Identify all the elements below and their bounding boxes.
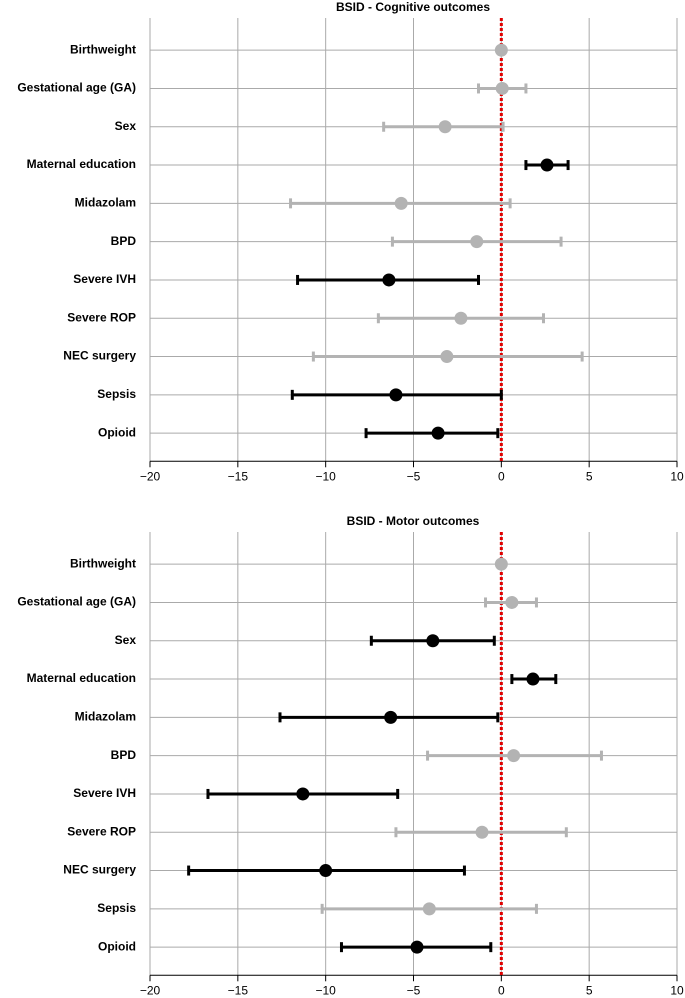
category-label: Severe ROP [67, 824, 136, 838]
point-estimate [389, 388, 403, 402]
category-label: Sex [115, 119, 137, 133]
point-estimate [507, 749, 521, 763]
category-label: Severe IVH [73, 786, 136, 800]
x-tick-label: 5 [586, 983, 593, 997]
point-estimate [505, 595, 519, 609]
point-estimate [475, 825, 489, 839]
category-label: Opioid [98, 939, 136, 953]
point-estimate [410, 940, 424, 954]
point-estimate [438, 120, 452, 134]
category-label: Birthweight [70, 42, 136, 56]
point-estimate [431, 426, 445, 440]
point-estimate [426, 634, 440, 648]
point-estimate [540, 158, 554, 172]
x-tick-label: −20 [140, 469, 161, 483]
point-estimate [494, 43, 508, 57]
point-estimate [495, 81, 509, 95]
category-label: Sepsis [97, 387, 136, 401]
category-label: Maternal education [27, 157, 136, 171]
x-tick-label: −15 [228, 983, 249, 997]
x-tick-label: −15 [228, 469, 249, 483]
point-estimate [440, 350, 454, 364]
category-label: Maternal education [27, 671, 136, 685]
point-estimate [384, 710, 398, 724]
point-estimate [382, 273, 396, 287]
point-estimate [470, 235, 484, 249]
x-tick-label: 0 [498, 983, 505, 997]
category-label: BPD [111, 234, 137, 248]
chart-title: BSID - Motor outcomes [347, 514, 480, 528]
category-label: Sepsis [97, 901, 136, 915]
point-estimate [394, 196, 408, 210]
point-estimate [422, 902, 436, 916]
x-tick-label: −5 [407, 983, 421, 997]
category-label: Gestational age (GA) [17, 81, 136, 95]
category-label: Opioid [98, 425, 136, 439]
x-tick-label: 5 [586, 469, 593, 483]
x-tick-label: −10 [315, 469, 336, 483]
category-label: BPD [111, 748, 137, 762]
chart-title: BSID - Cognitive outcomes [336, 0, 490, 14]
category-label: Gestational age (GA) [17, 595, 136, 609]
category-label: NEC surgery [63, 349, 136, 363]
category-label: NEC surgery [63, 863, 136, 877]
point-estimate [319, 864, 333, 878]
category-label: Midazolam [75, 710, 136, 724]
point-estimate [296, 787, 310, 801]
x-tick-label: −20 [140, 983, 161, 997]
point-estimate [454, 311, 468, 325]
x-tick-label: 10 [670, 983, 684, 997]
category-label: Severe IVH [73, 272, 136, 286]
category-label: Sex [115, 633, 137, 647]
category-label: Birthweight [70, 556, 136, 570]
x-tick-label: 0 [498, 469, 505, 483]
x-tick-label: 10 [670, 469, 684, 483]
point-estimate [526, 672, 540, 686]
category-label: Midazolam [75, 196, 136, 210]
point-estimate [494, 557, 508, 571]
x-tick-label: −5 [407, 469, 421, 483]
category-label: Severe ROP [67, 310, 136, 324]
x-tick-label: −10 [315, 983, 336, 997]
